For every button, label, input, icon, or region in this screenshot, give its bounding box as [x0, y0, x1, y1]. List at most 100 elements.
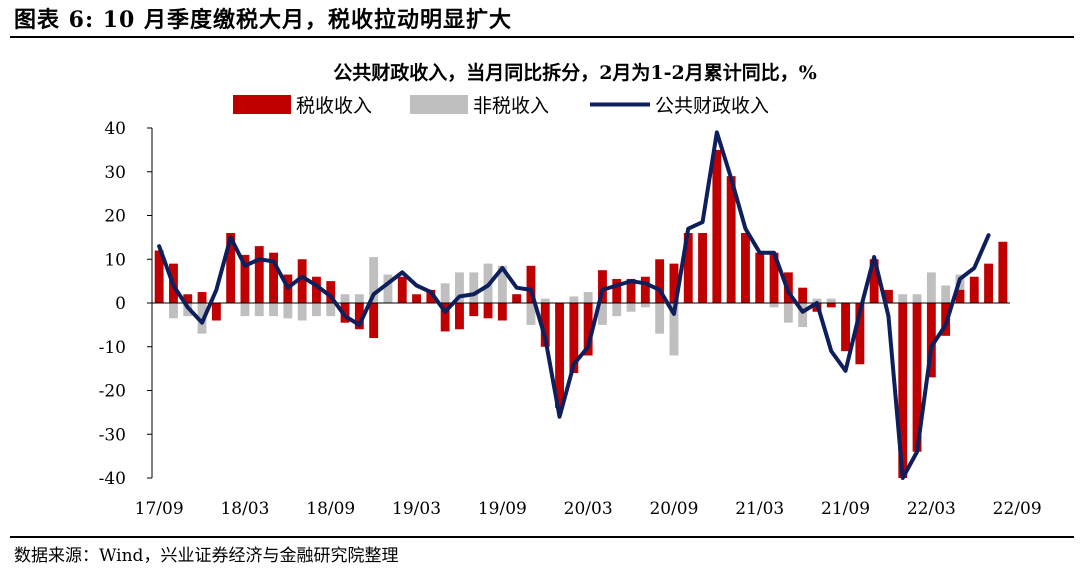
- nontax-bar: [354, 294, 364, 303]
- nontax-bar: [169, 303, 178, 319]
- y-tick-label: 20: [104, 207, 126, 227]
- y-tick-label: 10: [104, 250, 126, 270]
- tax-bar: [726, 176, 736, 304]
- nontax-bar: [626, 303, 636, 312]
- nontax-bar: [598, 303, 607, 325]
- tax-bar: [226, 233, 236, 303]
- figure-title: 图表 6: 10 月季度缴税大月，税收拉动明显扩大: [14, 7, 513, 33]
- nontax-bar: [312, 303, 321, 317]
- tax-bar: [240, 254, 250, 304]
- tax-bar: [569, 303, 579, 373]
- y-tick-label: -40: [99, 469, 126, 489]
- tax-bar: [926, 303, 936, 378]
- tax-bar: [183, 294, 193, 303]
- x-tick-label: 17/09: [135, 499, 184, 519]
- x-tick-label: 21/09: [821, 499, 870, 519]
- nontax-bar: [254, 303, 264, 317]
- title-rule: [10, 36, 1074, 38]
- nontax-bar: [926, 272, 936, 304]
- tax-bar: [354, 303, 364, 330]
- nontax-bar: [526, 303, 536, 325]
- legend-label-tax: 税收收入: [296, 95, 372, 117]
- x-tick-label: 18/03: [220, 499, 269, 519]
- y-axis: 40 30 20 10 0 -10 -20 -30 -40: [99, 119, 152, 489]
- tax-bar: [526, 265, 536, 303]
- y-tick-label: -20: [99, 382, 126, 402]
- nontax-bar: [340, 294, 350, 303]
- tax-bar: [855, 303, 865, 365]
- y-tick-label: 30: [104, 163, 126, 183]
- tax-bar: [826, 303, 836, 308]
- tax-bar: [769, 252, 779, 303]
- tax-bar: [469, 303, 479, 317]
- tax-bar: [741, 233, 750, 303]
- tax-bar: [426, 289, 436, 304]
- nontax-bar: [640, 303, 650, 308]
- x-tick-label: 18/09: [306, 499, 355, 519]
- total-revenue-polyline: [157, 130, 991, 480]
- tax-bar: [884, 289, 893, 304]
- nontax-bar: [826, 298, 836, 304]
- nontax-bar: [283, 303, 293, 319]
- nontax-bar: [769, 303, 779, 308]
- x-tick-label: 19/03: [392, 499, 441, 519]
- nontax-bar: [655, 303, 665, 334]
- nontax-bar: [612, 303, 622, 317]
- legend-label-total: 公共财政收入: [655, 95, 769, 117]
- tax-bars: [154, 149, 1008, 478]
- nontax-bar: [326, 303, 336, 317]
- x-tick-label: 22/03: [907, 499, 956, 519]
- tax-bar: [683, 233, 693, 303]
- tax-bar: [455, 303, 464, 330]
- nontax-bar: [798, 303, 808, 328]
- nontax-bar: [898, 294, 908, 303]
- tax-bar: [397, 276, 407, 303]
- source-rule: [10, 536, 1074, 538]
- tax-bar: [211, 303, 221, 321]
- nontax-bar: [240, 303, 250, 317]
- tax-bar: [984, 263, 993, 304]
- source-note: 数据来源：Wind，兴业证券经济与金融研究院整理: [14, 546, 399, 566]
- tax-bar: [440, 303, 450, 332]
- tax-bar: [955, 289, 965, 304]
- nontax-bar: [955, 274, 965, 303]
- tax-bar: [869, 259, 879, 303]
- legend-swatch-nontax: [410, 95, 468, 114]
- tax-bar: [998, 241, 1008, 303]
- tax-bar: [297, 259, 307, 303]
- tax-bar: [312, 276, 321, 303]
- tax-bar: [841, 303, 850, 352]
- y-tick-label: 40: [104, 119, 126, 139]
- tax-bar: [326, 281, 336, 304]
- tax-bar: [497, 303, 507, 321]
- tax-bar: [512, 294, 522, 303]
- x-tick-label: 22/09: [993, 499, 1042, 519]
- legend-label-nontax: 非税收入: [473, 95, 549, 117]
- total-revenue-line: [157, 130, 991, 480]
- nontax-bar: [669, 303, 679, 356]
- nontax-bar: [383, 274, 393, 303]
- tax-bar: [197, 292, 207, 303]
- tax-bar: [369, 303, 379, 338]
- tax-bar: [898, 303, 908, 478]
- y-tick-label: -30: [99, 425, 126, 445]
- nontax-bar: [941, 285, 951, 303]
- tax-bar: [698, 233, 707, 303]
- tax-bar: [598, 270, 607, 303]
- x-tick-label: 20/03: [564, 499, 613, 519]
- nontax-bar: [497, 265, 507, 303]
- legend-swatch-tax: [233, 95, 291, 114]
- nontax-bar: [297, 303, 307, 321]
- nontax-bar: [540, 298, 550, 304]
- tax-bar: [969, 276, 979, 303]
- tax-bar: [583, 303, 593, 356]
- nontax-bar: [569, 296, 579, 303]
- nontax-bar: [369, 257, 379, 303]
- nontax-bar: [469, 272, 479, 304]
- legend: 税收收入 非税收入 公共财政收入: [233, 95, 769, 117]
- x-tick-label: 19/09: [478, 499, 527, 519]
- y-tick-label: 0: [115, 294, 126, 314]
- nontax-bar: [812, 298, 822, 304]
- tax-bar: [154, 250, 164, 303]
